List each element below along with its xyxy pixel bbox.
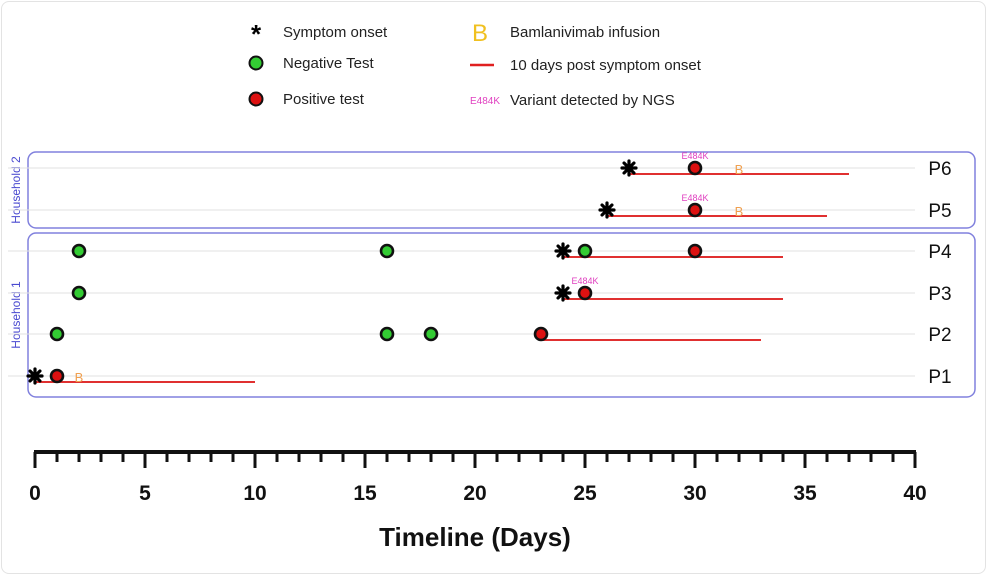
symptom-onset-marker (554, 284, 572, 302)
positive-test-marker (687, 160, 703, 176)
positive-test-marker (49, 368, 65, 384)
negative-test-marker (379, 243, 395, 259)
negative-test-marker (423, 326, 439, 342)
negative-test-marker (577, 243, 593, 259)
symptom-onset-marker (620, 159, 638, 177)
positive-test-marker (533, 326, 549, 342)
symptom-onset-marker (598, 201, 616, 219)
negative-test-marker (49, 326, 65, 342)
x-tick-label: 20 (463, 482, 486, 505)
x-tick-label: 10 (243, 482, 266, 505)
bamlanivimab-marker: B (735, 204, 744, 219)
positive-test-marker (577, 285, 593, 301)
legend-marker (248, 55, 264, 71)
negative-test-marker (71, 243, 87, 259)
patient-label: P3 (928, 284, 951, 305)
patient-label: P1 (928, 367, 951, 388)
x-tick-label: 40 (903, 482, 926, 505)
x-axis-title: Timeline (Days) (379, 522, 571, 552)
positive-test-marker (687, 243, 703, 259)
variant-label: E484K (681, 151, 708, 161)
bamlanivimab-marker: B (75, 370, 84, 385)
positive-test-marker (687, 202, 703, 218)
asterisk-core (32, 373, 38, 379)
negative-test-marker (379, 326, 395, 342)
patient-label: P6 (928, 159, 951, 180)
variant-label: E484K (571, 276, 598, 286)
asterisk-core (560, 248, 566, 254)
bamlanivimab-marker: B (735, 162, 744, 177)
legend: * B E484K (248, 19, 500, 107)
x-tick-label: 25 (573, 482, 597, 505)
household-label: Household 1 (9, 281, 23, 349)
patient-label: P5 (928, 201, 951, 222)
legend-label: Positive test (283, 91, 365, 108)
patient-label: P2 (928, 325, 951, 346)
legend-label: Variant detected by NGS (510, 92, 675, 109)
legend-label: Negative Test (283, 55, 374, 72)
x-tick-label: 30 (683, 482, 706, 505)
legend-label: Bamlanivimab infusion (510, 24, 660, 41)
household-box (27, 232, 976, 398)
x-tick-label: 5 (139, 482, 151, 505)
b-marker-icon: B (472, 20, 488, 47)
x-tick-label: 35 (793, 482, 817, 505)
patient-label: P4 (928, 242, 952, 263)
household-box (27, 151, 976, 229)
asterisk-core (604, 207, 610, 213)
symptom-onset-marker (26, 367, 44, 385)
symptom-onset-marker (554, 242, 572, 260)
variant-marker-icon: E484K (470, 96, 500, 107)
variant-label: E484K (681, 193, 708, 203)
asterisk-core (560, 290, 566, 296)
asterisk-icon: * (251, 19, 262, 49)
asterisk-core (626, 165, 632, 171)
negative-test-marker (71, 285, 87, 301)
x-tick-label: 0 (29, 482, 41, 505)
legend-label: 10 days post symptom onset (510, 57, 702, 74)
legend-marker (248, 91, 264, 107)
household-label: Household 2 (9, 156, 23, 224)
x-tick-label: 15 (353, 482, 377, 505)
legend-label: Symptom onset (283, 24, 388, 41)
